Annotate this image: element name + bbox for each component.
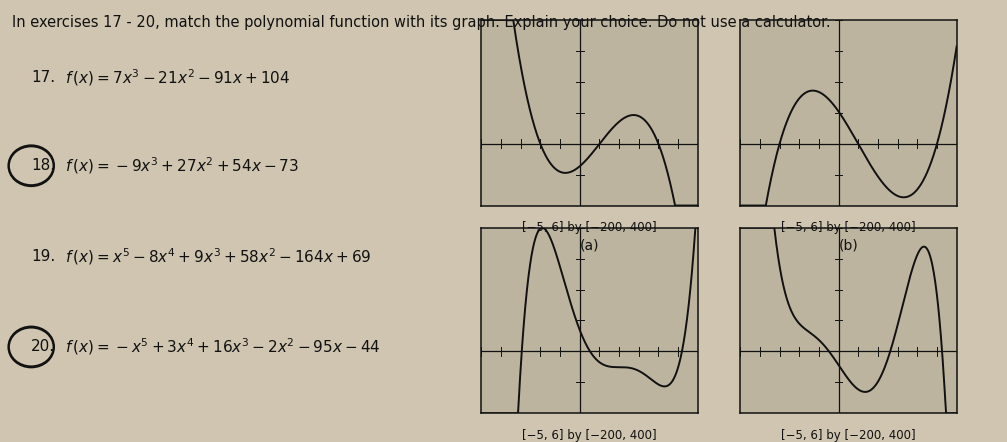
Text: $f\,(x)=x^5-8x^4+9x^3+58x^2-164x+69$: $f\,(x)=x^5-8x^4+9x^3+58x^2-164x+69$ [65, 246, 372, 267]
Text: In exercises 17 - 20, match the polynomial function with its graph. Explain your: In exercises 17 - 20, match the polynomi… [12, 15, 831, 30]
Text: (a): (a) [580, 239, 599, 253]
Text: [−5, 6] by [−200, 400]: [−5, 6] by [−200, 400] [523, 429, 657, 442]
Text: [−5, 6] by [−200, 400]: [−5, 6] by [−200, 400] [781, 221, 915, 234]
Text: $f\,(x)=-x^5+3x^4+16x^3-2x^2-95x-44$: $f\,(x)=-x^5+3x^4+16x^3-2x^2-95x-44$ [65, 337, 381, 357]
Text: 17.: 17. [31, 70, 55, 85]
Text: [−5, 6] by [−200, 400]: [−5, 6] by [−200, 400] [781, 429, 915, 442]
Text: $f\,(x)=7x^3-21x^2-91x+104$: $f\,(x)=7x^3-21x^2-91x+104$ [65, 67, 291, 88]
Text: 18.: 18. [31, 158, 55, 173]
Text: 19.: 19. [31, 249, 55, 264]
Text: [−5, 6] by [−200, 400]: [−5, 6] by [−200, 400] [523, 221, 657, 234]
Text: (b): (b) [839, 239, 858, 253]
Text: $f\,(x)=-9x^3+27x^2+54x-73$: $f\,(x)=-9x^3+27x^2+54x-73$ [65, 156, 299, 176]
Text: 20.: 20. [31, 339, 55, 354]
